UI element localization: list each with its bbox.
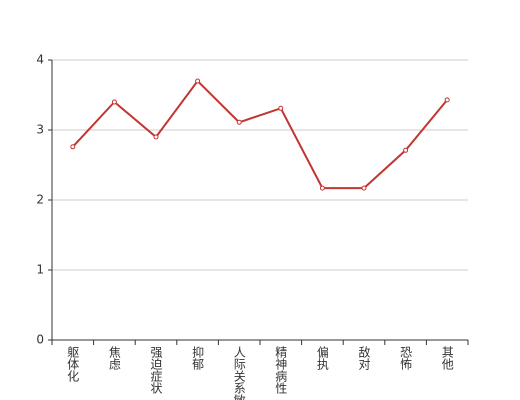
point xyxy=(236,119,242,125)
point xyxy=(278,105,284,111)
x-tick-label: 精神病性 xyxy=(274,346,288,395)
x-tick-label: 其他 xyxy=(440,346,454,370)
x-tick-label: 敌对 xyxy=(357,345,371,370)
x-tick-label: 人际关系敏感 xyxy=(232,346,246,400)
x-tick-label: 躯体化 xyxy=(66,345,80,383)
point xyxy=(70,144,76,150)
x-tick-label: 偏执 xyxy=(315,345,329,371)
y-tick-label: 1 xyxy=(36,263,44,277)
x-tick-label: 强迫症状 xyxy=(149,346,163,394)
line xyxy=(72,79,448,190)
x-tick-label: 抑郁 xyxy=(191,345,205,371)
y-tick-label: 4 xyxy=(36,53,44,67)
y-tick-label: 2 xyxy=(36,193,44,207)
point xyxy=(361,185,367,191)
point xyxy=(403,147,409,153)
y-tick-label: 3 xyxy=(36,123,44,137)
point xyxy=(195,78,201,84)
x-tick-label: 恐怖 xyxy=(399,346,413,370)
x-tick-label: 焦虑 xyxy=(107,346,121,370)
point xyxy=(444,97,450,103)
point xyxy=(153,134,159,140)
point xyxy=(319,185,325,191)
point xyxy=(111,99,117,105)
y-tick-label: 0 xyxy=(36,333,44,347)
